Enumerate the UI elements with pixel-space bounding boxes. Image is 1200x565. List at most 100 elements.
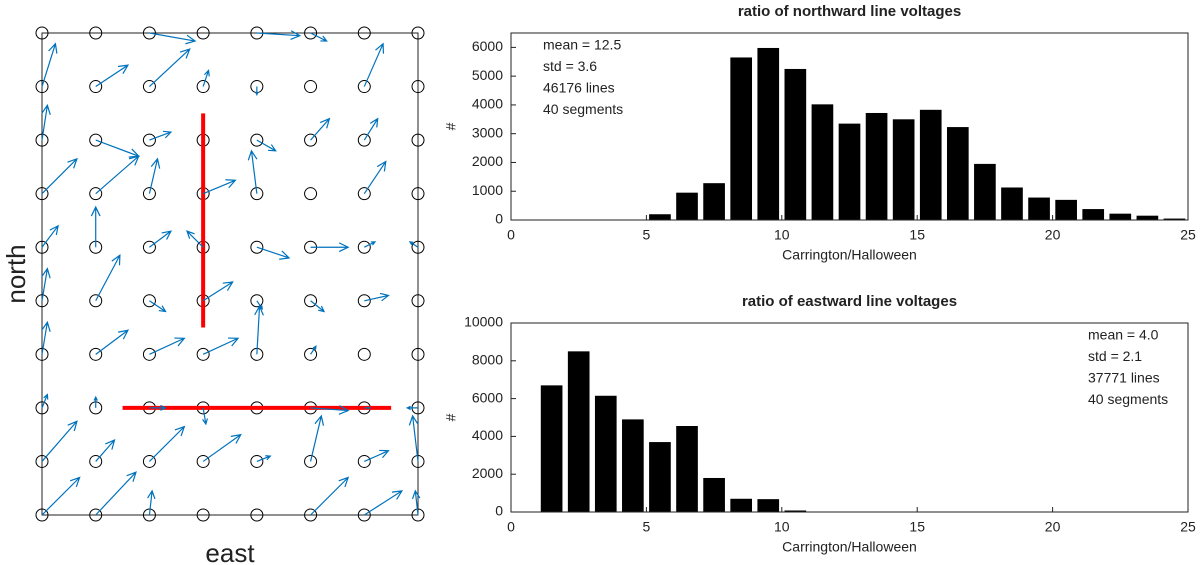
grid-node — [304, 454, 318, 468]
arrow — [408, 414, 419, 462]
bar — [1163, 218, 1186, 220]
bar — [540, 385, 563, 512]
grid-node — [142, 454, 156, 468]
grid-node — [89, 454, 103, 468]
bar — [1109, 213, 1132, 220]
arrow — [95, 329, 130, 355]
grid-node — [142, 133, 156, 147]
arrow — [93, 395, 98, 408]
arrow — [149, 32, 197, 45]
arrow — [95, 64, 130, 88]
grid-node — [357, 347, 371, 361]
arrow — [90, 205, 101, 248]
arrow — [254, 304, 264, 355]
bar — [865, 112, 888, 220]
y-tick-label: 0 — [495, 503, 503, 519]
grid-node — [35, 401, 49, 415]
arrow — [310, 242, 350, 253]
y-axis-label: north — [1, 244, 31, 303]
grid-node — [250, 454, 264, 468]
grid-node — [357, 187, 371, 201]
arrow — [363, 490, 404, 516]
grid-node — [35, 187, 49, 201]
arrow — [310, 345, 317, 355]
arrow — [310, 117, 331, 141]
grid-node — [142, 294, 156, 308]
grid-node — [304, 347, 318, 361]
arrow — [364, 241, 377, 248]
arrow — [95, 254, 121, 302]
bar — [838, 123, 861, 220]
y-tick-label: 8000 — [472, 352, 503, 368]
plot-frame — [510, 32, 1189, 221]
grid-node — [411, 133, 425, 147]
annotation: 40 segments — [543, 101, 623, 117]
grid-node — [357, 240, 371, 254]
x-tick-label: 25 — [1180, 519, 1196, 535]
bar — [676, 192, 698, 220]
arrow — [256, 139, 277, 152]
bar — [892, 119, 915, 220]
bar — [757, 499, 780, 512]
arrow — [149, 48, 191, 87]
arrow — [202, 337, 240, 355]
arrow — [256, 300, 263, 310]
bar — [730, 57, 753, 221]
arrow — [202, 433, 242, 462]
bar — [1001, 187, 1023, 220]
x-tick-label: 0 — [507, 519, 515, 535]
grid-node — [196, 26, 210, 40]
grid-node — [142, 187, 156, 201]
annotation: mean = 4.0 — [1088, 327, 1159, 343]
annotation: 37771 lines — [1088, 370, 1160, 386]
arrow — [363, 117, 379, 141]
arrow — [364, 406, 372, 410]
bar — [1055, 199, 1077, 220]
arrow — [41, 320, 51, 355]
x-tick-label: 5 — [643, 227, 651, 243]
grid-node — [89, 26, 103, 40]
grid-node — [250, 508, 264, 522]
grid-node — [357, 26, 371, 40]
annotation: mean = 12.5 — [543, 37, 621, 53]
arrow — [41, 224, 59, 248]
grid-node — [35, 294, 49, 308]
arrow — [364, 292, 390, 302]
arrow — [149, 404, 167, 411]
arrow — [147, 489, 156, 516]
x-tick-label: 10 — [774, 227, 790, 243]
grid-node — [89, 133, 103, 147]
grid-node — [411, 454, 425, 468]
bar — [811, 104, 834, 220]
grid-node — [357, 133, 371, 147]
arrow — [405, 405, 418, 411]
arrow — [148, 157, 161, 194]
chart-title: ratio of northward line voltages — [738, 3, 961, 20]
arrow — [95, 139, 140, 158]
grid-node — [411, 80, 425, 94]
grid-node — [250, 240, 264, 254]
arrow — [202, 407, 209, 426]
grid-node — [35, 80, 49, 94]
grid-node — [142, 26, 156, 40]
arrow — [41, 103, 51, 141]
grid-node — [142, 508, 156, 522]
grid-node — [89, 508, 103, 522]
x-tick-label: 0 — [507, 227, 515, 243]
x-tick-label: 15 — [909, 227, 925, 243]
arrow — [255, 86, 259, 96]
grid-node — [357, 80, 371, 94]
annotation: std = 2.1 — [1088, 348, 1142, 364]
bar — [622, 419, 644, 512]
arrow — [149, 230, 173, 248]
bar — [703, 477, 725, 512]
chart-title: ratio of eastward line voltages — [742, 293, 957, 310]
y-tick-label: 6000 — [472, 38, 503, 54]
grid-node — [250, 294, 264, 308]
grid-node — [35, 508, 49, 522]
annotation: 40 segments — [1088, 391, 1168, 407]
grid-node — [411, 508, 425, 522]
grid-node — [304, 187, 318, 201]
bar — [784, 510, 807, 512]
